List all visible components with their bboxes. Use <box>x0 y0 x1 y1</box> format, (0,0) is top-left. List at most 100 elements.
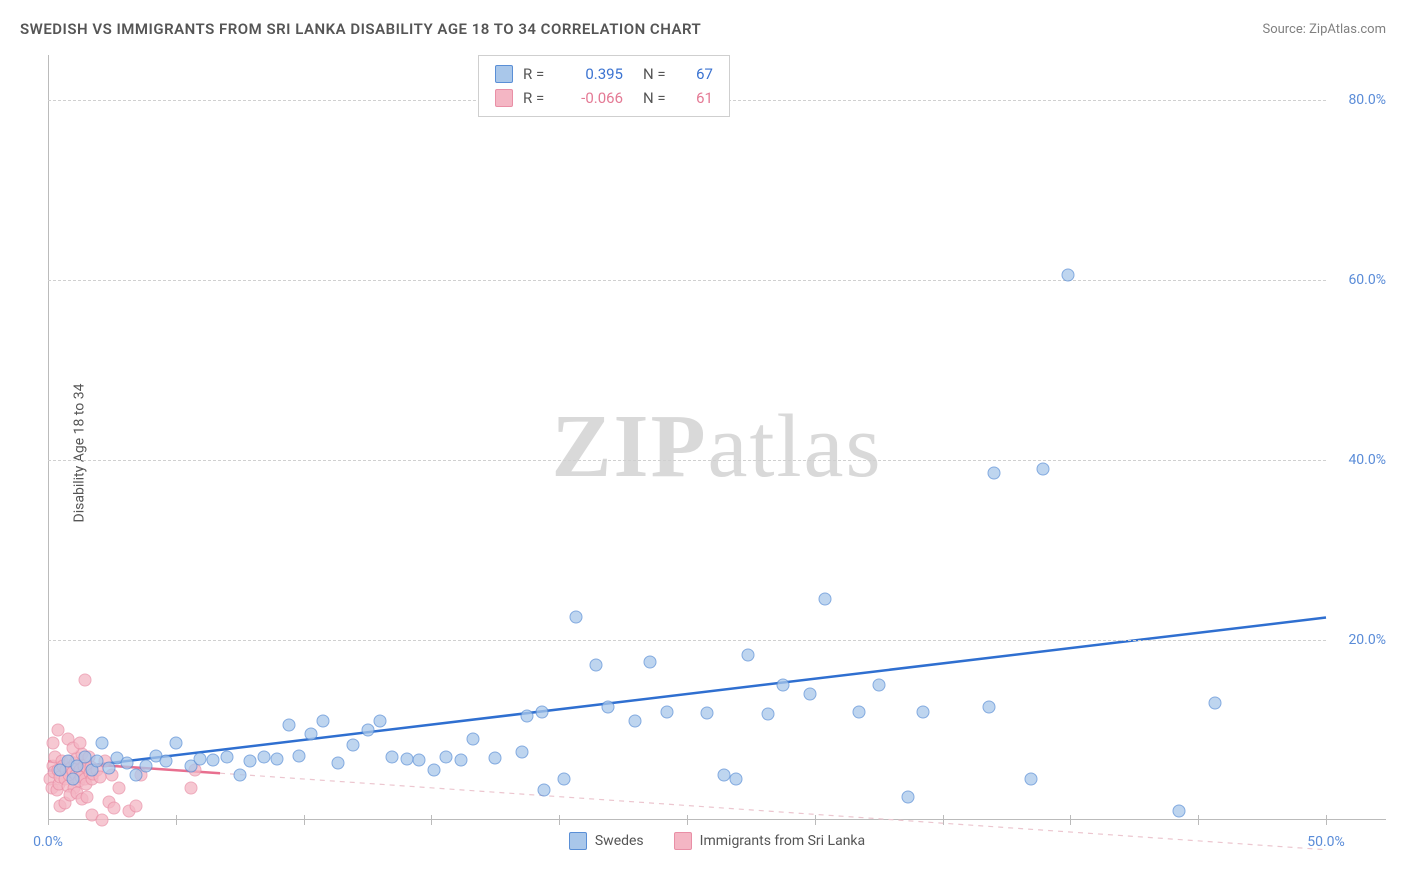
scatter-point-blue <box>916 705 929 718</box>
y-tick-label: 20.0% <box>1348 632 1386 648</box>
series-legend: Swedes Immigrants from Sri Lanka <box>48 832 1386 850</box>
y-tick-label: 40.0% <box>1348 452 1386 468</box>
legend-item-swedes: Swedes <box>569 832 644 850</box>
scatter-point-blue <box>304 728 317 741</box>
scatter-point-blue <box>66 773 79 786</box>
scatter-point-pink <box>113 782 126 795</box>
scatter-point-blue <box>243 755 256 768</box>
scatter-point-blue <box>535 705 548 718</box>
scatter-point-blue <box>159 755 172 768</box>
scatter-point-blue <box>602 701 615 714</box>
scatter-point-blue <box>221 750 234 763</box>
x-tick-mark <box>1198 815 1199 825</box>
scatter-point-blue <box>454 754 467 767</box>
scatter-point-blue <box>1037 462 1050 475</box>
scatter-point-blue <box>818 593 831 606</box>
scatter-point-blue <box>730 773 743 786</box>
scatter-point-blue <box>983 701 996 714</box>
scatter-point-blue <box>258 750 271 763</box>
n-label: N = <box>643 62 673 86</box>
scatter-point-blue <box>902 791 915 804</box>
stats-row-pink: R = -0.066 N = 61 <box>495 86 713 110</box>
x-tick-mark <box>304 815 305 825</box>
scatter-point-pink <box>108 801 121 814</box>
plot-region: 20.0%40.0%60.0%80.0%0.0%50.0% <box>48 55 1386 850</box>
legend-item-immigrants: Immigrants from Sri Lanka <box>674 832 865 850</box>
scatter-point-blue <box>361 723 374 736</box>
scatter-point-blue <box>373 714 386 727</box>
x-tick-mark <box>1070 815 1071 825</box>
scatter-point-blue <box>853 705 866 718</box>
scatter-point-blue <box>1209 696 1222 709</box>
scatter-point-blue <box>96 737 109 750</box>
scatter-point-blue <box>1025 773 1038 786</box>
trend-lines-overlay <box>48 55 1386 850</box>
scatter-point-blue <box>78 750 91 763</box>
scatter-point-blue <box>661 705 674 718</box>
scatter-point-pink <box>130 800 143 813</box>
scatter-point-blue <box>386 751 399 764</box>
legend-label-immigrants: Immigrants from Sri Lanka <box>700 833 865 849</box>
scatter-point-blue <box>803 687 816 700</box>
gridline-horizontal <box>48 460 1326 461</box>
scatter-point-blue <box>169 737 182 750</box>
scatter-point-blue <box>317 714 330 727</box>
gridline-horizontal <box>48 280 1326 281</box>
x-tick-mark <box>943 815 944 825</box>
scatter-point-blue <box>140 759 153 772</box>
scatter-point-blue <box>194 753 207 766</box>
swatch-pink <box>495 89 513 107</box>
scatter-point-pink <box>96 813 109 826</box>
scatter-point-blue <box>1172 804 1185 817</box>
x-tick-mark <box>815 815 816 825</box>
chart-title: SWEDISH VS IMMIGRANTS FROM SRI LANKA DIS… <box>20 20 701 38</box>
scatter-point-pink <box>73 737 86 750</box>
scatter-point-pink <box>184 782 197 795</box>
scatter-point-blue <box>489 752 502 765</box>
scatter-point-blue <box>270 753 283 766</box>
scatter-point-blue <box>282 719 295 732</box>
r-value-blue: 0.395 <box>563 62 623 86</box>
y-tick-label: 60.0% <box>1348 272 1386 288</box>
scatter-point-blue <box>516 746 529 759</box>
swatch-pink <box>674 832 692 850</box>
scatter-point-blue <box>292 749 305 762</box>
stats-legend-box: R = 0.395 N = 67 R = -0.066 N = 61 <box>478 55 730 117</box>
scatter-point-blue <box>644 656 657 669</box>
stats-row-blue: R = 0.395 N = 67 <box>495 62 713 86</box>
scatter-point-blue <box>762 708 775 721</box>
scatter-point-blue <box>346 738 359 751</box>
y-axis-line <box>48 55 49 820</box>
scatter-point-blue <box>400 753 413 766</box>
scatter-point-blue <box>521 710 534 723</box>
scatter-point-blue <box>872 678 885 691</box>
gridline-horizontal <box>48 640 1326 641</box>
scatter-point-blue <box>570 611 583 624</box>
x-tick-mark <box>176 815 177 825</box>
scatter-point-blue <box>988 467 1001 480</box>
scatter-point-blue <box>700 707 713 720</box>
r-label: R = <box>523 62 553 86</box>
n-value-blue: 67 <box>683 62 713 86</box>
scatter-point-blue <box>467 732 480 745</box>
legend-label-swedes: Swedes <box>595 833 644 849</box>
scatter-point-blue <box>332 756 345 769</box>
scatter-point-blue <box>1061 269 1074 282</box>
x-tick-mark <box>48 815 49 825</box>
chart-area: Disability Age 18 to 34 ZIPatlas 20.0%40… <box>48 55 1386 850</box>
scatter-point-blue <box>427 764 440 777</box>
scatter-point-blue <box>717 768 730 781</box>
x-axis-line <box>48 819 1386 820</box>
scatter-point-blue <box>91 755 104 768</box>
scatter-point-blue <box>629 714 642 727</box>
source-attribution: Source: ZipAtlas.com <box>1262 22 1386 37</box>
scatter-point-pink <box>81 791 94 804</box>
scatter-point-blue <box>590 658 603 671</box>
scatter-point-blue <box>558 773 571 786</box>
r-value-pink: -0.066 <box>563 86 623 110</box>
x-tick-mark <box>1326 815 1327 825</box>
scatter-point-blue <box>776 678 789 691</box>
y-tick-label: 80.0% <box>1348 92 1386 108</box>
x-tick-mark <box>559 815 560 825</box>
scatter-point-blue <box>742 648 755 661</box>
